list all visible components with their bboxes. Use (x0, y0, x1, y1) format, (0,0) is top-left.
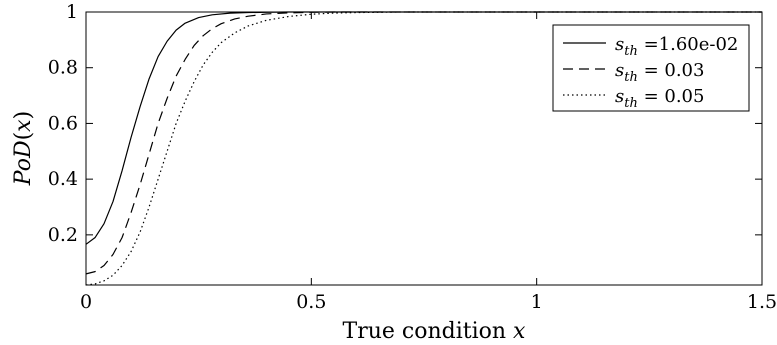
x-tick-label: 0.5 (296, 291, 326, 313)
y-tick-label: 1 (66, 1, 78, 23)
y-axis-title: PoD(x) (11, 111, 36, 186)
x-tick-label: 1 (531, 291, 543, 313)
y-tick-label: 0.6 (48, 112, 78, 134)
legend-label-1: sth =1.60e-02 (615, 34, 738, 59)
x-tick-label: 1.5 (747, 291, 777, 313)
x-tick-label: 0 (80, 291, 92, 313)
series-line-3 (85, 11, 762, 286)
legend-label-3: sth = 0.05 (615, 86, 704, 111)
tick-labels: 0 0.5 1 1.5 0.2 0.4 0.6 0.8 1 (48, 1, 777, 313)
series-line-2 (85, 11, 762, 275)
y-tick-label: 0.4 (48, 168, 78, 190)
series-lines (85, 11, 762, 286)
legend-label-2: sth = 0.03 (615, 60, 704, 85)
y-tick-label: 0.2 (48, 224, 78, 246)
series-line-1 (85, 11, 762, 245)
legend-box (552, 24, 750, 112)
x-axis-title: True condition x (343, 319, 527, 344)
y-tick-label: 0.8 (48, 57, 78, 79)
legend: sth =1.60e-02 sth = 0.03 sth = 0.05 (552, 24, 750, 112)
axis-ticks (85, 11, 763, 285)
